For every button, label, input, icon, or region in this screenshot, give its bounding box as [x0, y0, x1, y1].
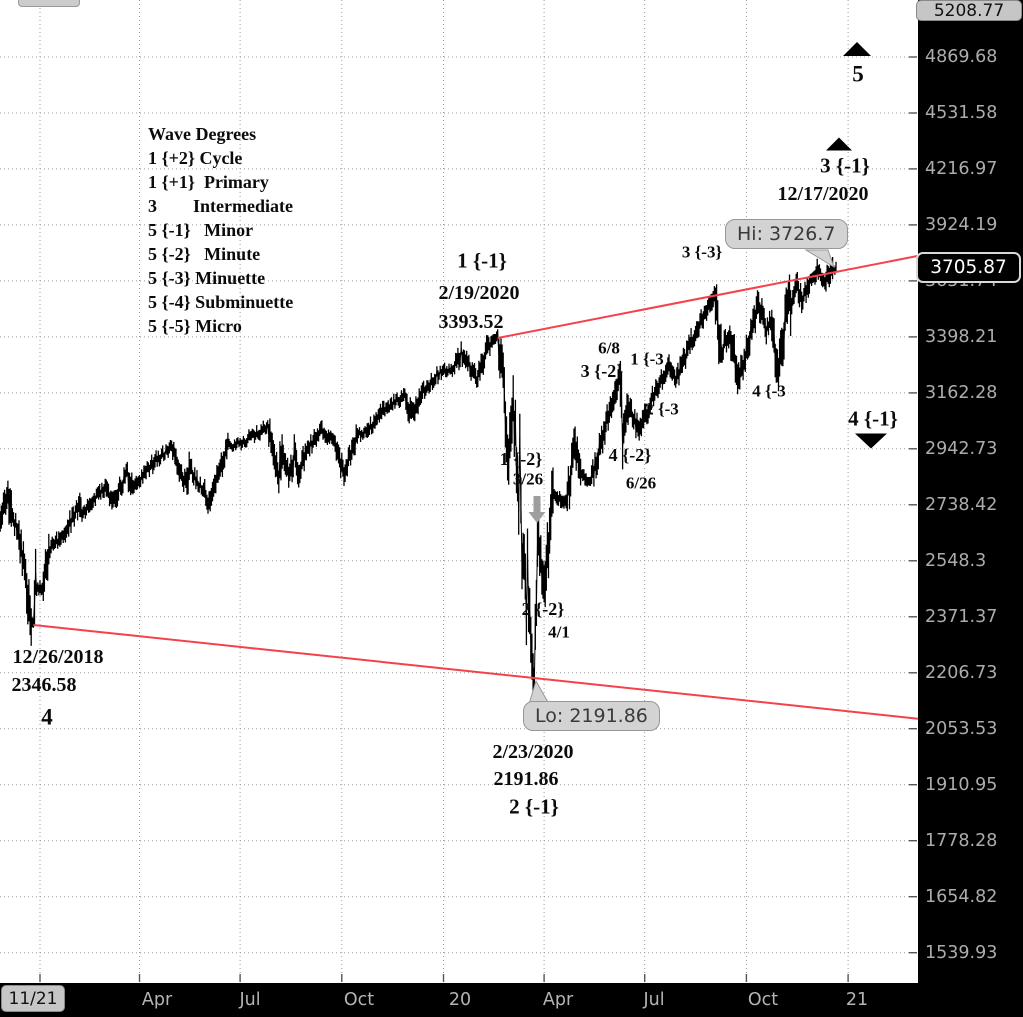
wave-label: 3/26: [512, 469, 544, 489]
wave-label: 4: [41, 704, 53, 730]
wave-label: 12/26/2018: [12, 646, 104, 668]
wave-degrees-legend-line: 3 Intermediate: [148, 196, 293, 216]
price-axis-label: 1654.82: [925, 886, 998, 907]
wave-label: 12/17/2020: [777, 183, 869, 205]
wave-label: 1 {-2}: [499, 449, 543, 469]
axis-start-date-box: 11/21: [1, 985, 65, 1012]
wave-degrees-legend-line: 1 {+2} Cycle: [148, 148, 243, 168]
wave-degrees-legend-line: 5 {-4} Subminuette: [148, 292, 294, 312]
gridlines: [0, 0, 918, 983]
lo-callout: Lo: 2191.86: [523, 701, 660, 731]
time-axis-label: Jul: [643, 990, 665, 1010]
wave-label: 4 {-3: [752, 381, 786, 401]
price-axis-label: 2206.73: [925, 662, 998, 683]
hi-callout: Hi: 3726.7: [725, 219, 848, 249]
time-axis-label: Oct: [343, 990, 375, 1010]
price-axis-label: 4531.58: [925, 103, 998, 123]
price-axis-label: 1910.95: [925, 774, 998, 795]
current-price-box: 3705.87: [916, 252, 1021, 283]
lower-channel-line[interactable]: [33, 624, 918, 720]
axis-top-price-box: 5208.77: [916, 0, 1022, 21]
wave-label: 2/19/2020: [438, 282, 520, 304]
time-axis-label: 21: [845, 990, 869, 1010]
wave-label: 3 {-3}: [681, 242, 723, 262]
upper-channel-line[interactable]: [497, 254, 918, 339]
price-axis-label: 1778.28: [925, 830, 998, 851]
price-axis-label: 4216.97: [925, 158, 998, 179]
price-axis-label: 3398.21: [925, 326, 998, 347]
wave-markers: [826, 42, 887, 449]
callout-tails: [528, 249, 835, 705]
wave-label: 2/23/2020: [492, 741, 574, 763]
clipped-top-left-box: [18, 0, 80, 7]
triangle-down-icon: [855, 433, 887, 449]
wave-label: 1 {-3: [630, 349, 664, 369]
trendlines[interactable]: [33, 254, 918, 720]
wave-label: 3 {-2}: [580, 361, 624, 381]
wave-degrees-legend-line: 5 {-3} Minuette: [148, 268, 266, 288]
wave-label: 2346.58: [11, 674, 77, 696]
price-series: [0, 257, 837, 714]
wave-label: 5: [852, 61, 864, 87]
price-axis-label: 2738.42: [925, 494, 998, 515]
wave-label: 6/26: [625, 473, 657, 493]
price-axis-label: 4869.68: [925, 47, 998, 67]
axis-ticks: [39, 56, 917, 982]
right-price-axis[interactable]: 4869.684531.584216.973924.193651.743398.…: [918, 0, 1023, 1017]
wave-label: 2191.86: [493, 768, 559, 790]
wave-degrees-legend-line: 1 {+1} Primary: [148, 172, 269, 192]
wave-degrees-legend-line: 5 {-5} Micro: [148, 316, 242, 336]
wave-label: 3 {-1}: [820, 153, 870, 178]
time-axis-label: Apr: [542, 990, 574, 1010]
wave-degrees-legend-line: 5 {-1} Minor: [148, 220, 254, 240]
wave-degrees-legend: Wave Degrees 1 {+2} Cycle 1 {+1} Primary 3 …: [148, 122, 293, 338]
wave-label: 2 {-1}: [509, 794, 559, 819]
wave-label: 2 {-2}: [521, 599, 565, 619]
bottom-time-axis[interactable]: Apr Jul Oct 20 Apr Jul Oct 21: [0, 983, 918, 1017]
time-axis-label: Apr: [141, 990, 173, 1010]
price-chart-canvas[interactable]: [0, 0, 918, 983]
price-axis-label: 2371.37: [925, 606, 998, 627]
triangle-up-icon: [826, 137, 852, 151]
time-axis-label: 20: [448, 990, 472, 1010]
wave-degrees-legend-line: Wave Degrees: [148, 124, 257, 144]
price-axis-label: 2548.3: [925, 550, 987, 571]
wave-label: 3393.52: [438, 311, 504, 333]
time-axis-label: Jul: [239, 990, 261, 1010]
wave-label: 4/1: [548, 622, 570, 642]
triangle-up-icon: [843, 42, 871, 56]
wave-label: 4 {-2}: [608, 445, 652, 465]
price-axis-label: 2942.73: [925, 438, 998, 459]
wave-label: 1 {-1}: [457, 248, 507, 273]
wave-label: 2 {-3: [645, 399, 679, 419]
price-axis-label: 3924.19: [925, 214, 998, 235]
price-axis-label: 2053.53: [925, 718, 998, 739]
wave-degrees-legend-line: 5 {-2} Minute: [148, 244, 261, 264]
sell-signal-arrow: [528, 496, 546, 523]
price-axis-label: 3162.28: [925, 382, 998, 403]
wave-label: 6/8: [598, 338, 620, 358]
price-axis-label: 1539.93: [925, 942, 998, 963]
time-axis-label: Oct: [747, 990, 779, 1010]
wave-label: 4 {-1}: [848, 406, 898, 431]
